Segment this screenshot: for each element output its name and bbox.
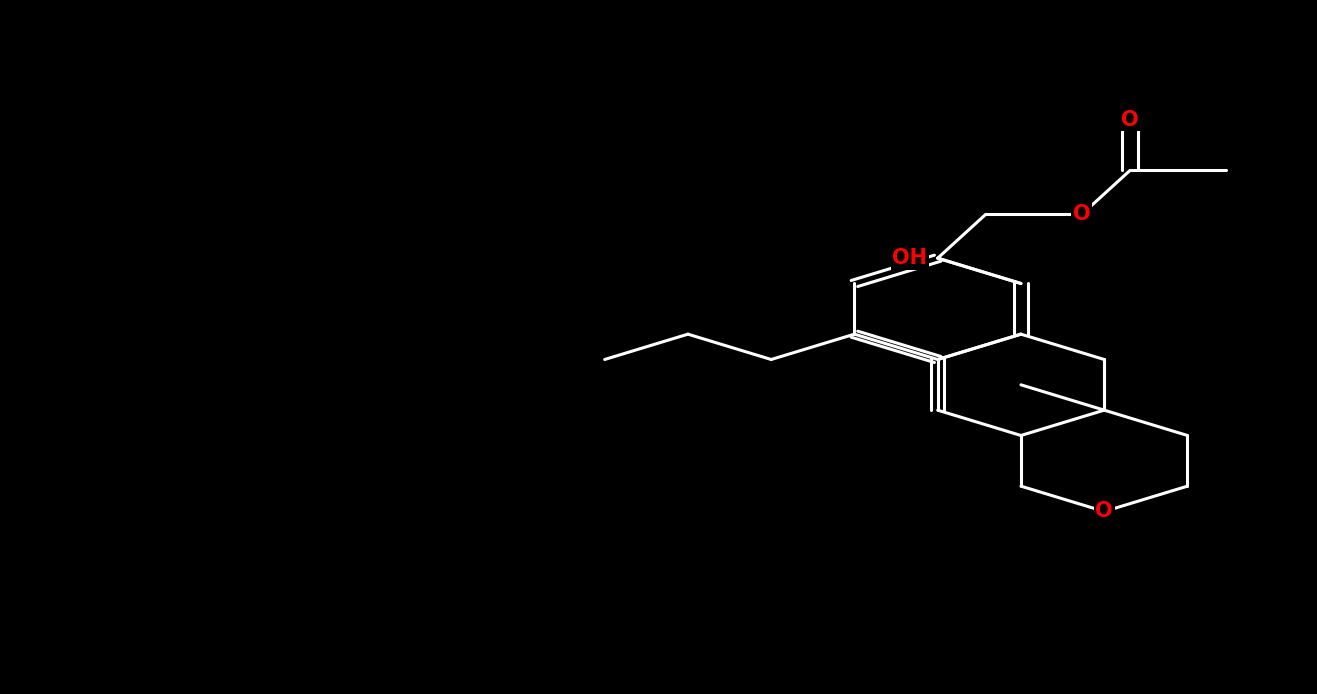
Text: OH: OH bbox=[892, 248, 927, 268]
Text: O: O bbox=[1121, 110, 1139, 130]
Text: O: O bbox=[1073, 204, 1090, 224]
Text: O: O bbox=[1096, 502, 1113, 521]
